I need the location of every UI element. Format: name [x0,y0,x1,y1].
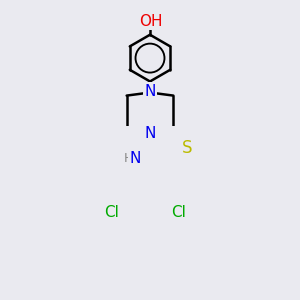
Text: N: N [144,126,156,141]
Text: OH: OH [139,14,162,29]
Text: N: N [144,84,156,99]
Text: Cl: Cl [104,206,119,220]
Text: H: H [124,152,133,165]
Text: S: S [182,139,192,157]
Text: N: N [144,83,156,98]
Text: Cl: Cl [171,206,186,220]
Text: N: N [130,151,141,166]
